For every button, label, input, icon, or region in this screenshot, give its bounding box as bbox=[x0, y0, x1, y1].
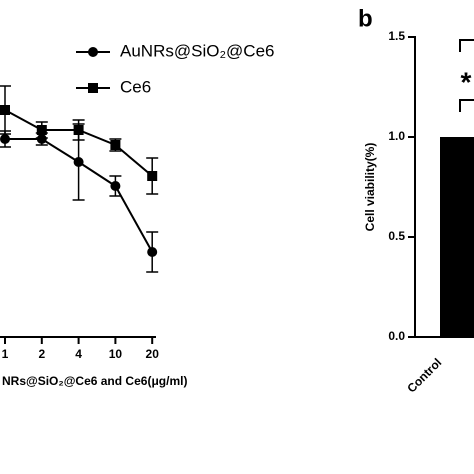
x-tick-label: 1 bbox=[2, 347, 9, 361]
legend-marker bbox=[88, 47, 98, 57]
point bbox=[36, 134, 47, 144]
significance-bracket bbox=[459, 39, 474, 112]
point bbox=[110, 140, 121, 150]
point bbox=[147, 247, 158, 257]
point bbox=[147, 171, 158, 181]
point bbox=[73, 125, 84, 135]
x-tick-label: 4 bbox=[75, 347, 82, 361]
x-axis-label: NRs@SiO₂@Ce6 and Ce6(μg/ml) bbox=[2, 374, 187, 388]
legend-label: Ce6 bbox=[120, 77, 151, 96]
y-axis-label: Cell viability(%) bbox=[363, 143, 377, 232]
point bbox=[0, 134, 10, 144]
point bbox=[73, 157, 84, 167]
x-tick-label: 20 bbox=[146, 347, 160, 361]
significance-mark: * bbox=[461, 66, 472, 97]
point bbox=[36, 125, 47, 135]
y-tick-label: 1.0 bbox=[388, 129, 405, 143]
y-tick-label: 0.5 bbox=[388, 229, 405, 243]
x-tick-label: 10 bbox=[109, 347, 123, 361]
point bbox=[110, 181, 121, 191]
panel-label: b bbox=[358, 5, 373, 32]
legend-label: AuNRs@SiO₂@Ce6 bbox=[120, 41, 275, 60]
y-tick-label: 0.0 bbox=[388, 329, 405, 343]
point bbox=[0, 105, 10, 115]
x-tick-label: 2 bbox=[38, 347, 45, 361]
y-tick-label: 1.5 bbox=[388, 29, 405, 43]
legend-marker bbox=[88, 83, 98, 93]
bar bbox=[440, 137, 474, 337]
